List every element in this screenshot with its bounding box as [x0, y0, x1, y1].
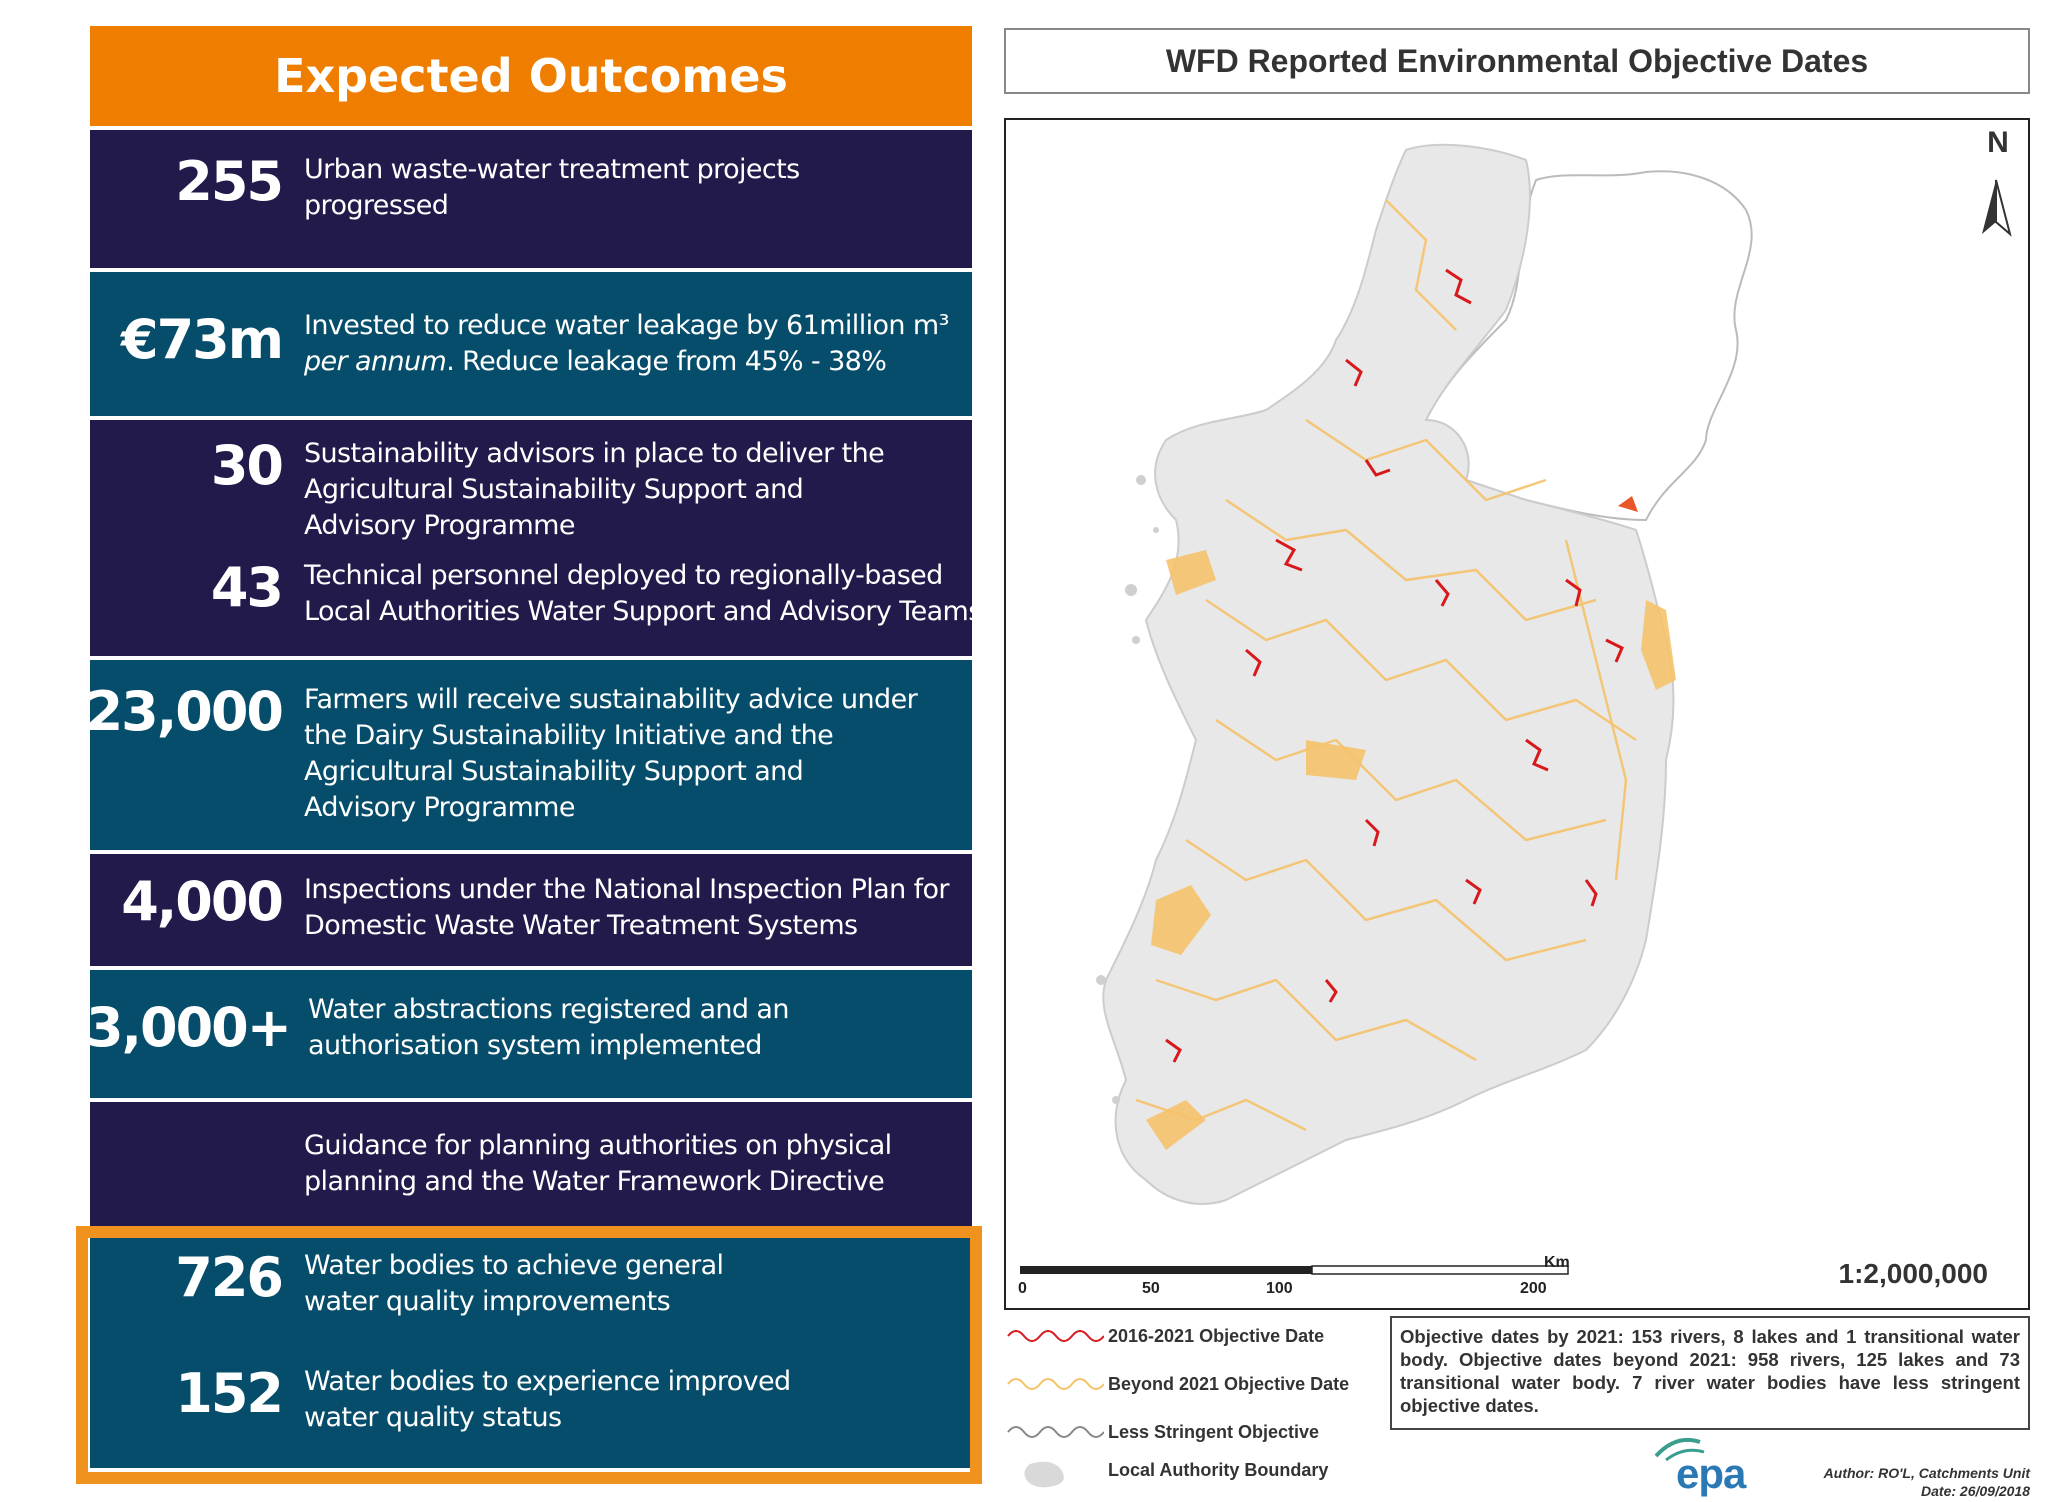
scale-tick: 100: [1266, 1280, 1293, 1297]
outcome-value: 3,000+: [85, 996, 292, 1059]
outcome-value: 43: [210, 556, 284, 619]
legend-item-beyond-2021: Beyond 2021 Objective Date: [1004, 1368, 1374, 1402]
summary-box: Objective dates by 2021: 153 rivers, 8 l…: [1390, 1316, 2030, 1430]
legend-item-less-stringent: Less Stringent Objective: [1004, 1416, 1374, 1450]
outcome-row-inspections: 4,000 Inspections under the National Ins…: [90, 854, 972, 966]
scale-unit: Km: [1544, 1254, 1570, 1271]
orange-line-icon: [1007, 1378, 1104, 1390]
ireland-map: [1020, 143, 2012, 1275]
scale-bar: [1020, 1265, 1569, 1275]
expected-outcomes-header: Expected Outcomes: [90, 26, 972, 126]
map-title: WFD Reported Environmental Objective Dat…: [1004, 28, 2030, 94]
header-title: Expected Outcomes: [274, 49, 788, 103]
north-arrow-icon: [1982, 179, 2012, 237]
beyond-2021-lakes: [1146, 550, 1676, 1150]
outcome-description: Technical personnel deployed to regional…: [304, 560, 982, 627]
outcome-value: 23,000: [85, 680, 284, 743]
less-stringent-water-body: [1618, 496, 1638, 512]
outcome-description: Water bodies to achieve general water qu…: [304, 1250, 724, 1317]
2016-2021-water-bodies: [1165, 268, 1624, 1063]
outcome-value: 726: [175, 1246, 284, 1309]
legend-item-2016-2021: 2016-2021 Objective Date: [1004, 1320, 1374, 1354]
outcome-description: Inspections under the National Inspectio…: [304, 874, 950, 941]
northern-ireland-outline: [1424, 170, 1753, 522]
outcome-description: Invested to reduce water leakage by 61mi…: [304, 310, 949, 377]
grey-line-icon: [1007, 1426, 1104, 1438]
epa-swoosh-icon: [1654, 1437, 1705, 1462]
outcome-row-urban-wastewater: 255 Urban waste-water treatment projects…: [90, 130, 972, 268]
highlight-border: [76, 1226, 982, 1484]
grey-area-icon: [1024, 1461, 1064, 1488]
legend-item-local-authority: Local Authority Boundary: [1004, 1454, 1374, 1488]
outcome-row-water-leakage: €73m Invested to reduce water leakage by…: [90, 272, 972, 416]
outcome-description: Urban waste-water treatment projects pro…: [304, 154, 800, 221]
outcome-description: Guidance for planning authorities on phy…: [304, 1130, 892, 1197]
north-label: N: [1987, 126, 2009, 159]
outcome-row-farmers: 23,000 Farmers will receive sustainabili…: [86, 660, 972, 850]
outcome-row-abstractions: 3,000+ Water abstractions registered and…: [86, 970, 972, 1098]
outcome-row-water-bodies: 726 Water bodies to achieve general wate…: [90, 1232, 972, 1468]
outcome-value: 30: [210, 434, 284, 497]
map-frame: N Km 0 50 100 200 1:2,000,000: [1004, 118, 2030, 1310]
outcome-row-planning-guidance: Guidance for planning authorities on phy…: [90, 1102, 972, 1226]
epa-logo: epa: [1650, 1432, 1760, 1498]
scale-tick: 200: [1520, 1280, 1547, 1297]
scale-tick: 50: [1142, 1280, 1160, 1297]
scale-ratio: 1:2,000,000: [1838, 1258, 1988, 1289]
scale-tick: 0: [1018, 1280, 1027, 1297]
coastal-islands: [1096, 475, 1159, 1104]
author-credit: Author: RO'L, Catchments Unit Date: 26/0…: [1823, 1465, 2030, 1499]
outcome-value: €73m: [121, 308, 284, 371]
outcome-description: Water abstractions registered and an aut…: [308, 994, 790, 1061]
red-line-icon: [1007, 1330, 1104, 1342]
outcome-description: Farmers will receive sustainability advi…: [304, 684, 918, 823]
outcome-value: 255: [175, 150, 284, 213]
outcome-description: Sustainability advisors in place to deli…: [304, 438, 885, 541]
outcome-row-advisors: 30 Sustainability advisors in place to d…: [90, 420, 982, 656]
outcome-value: 152: [175, 1362, 284, 1425]
outcome-description: Water bodies to experience improved wate…: [304, 1366, 791, 1433]
outcome-value: 4,000: [121, 870, 284, 933]
